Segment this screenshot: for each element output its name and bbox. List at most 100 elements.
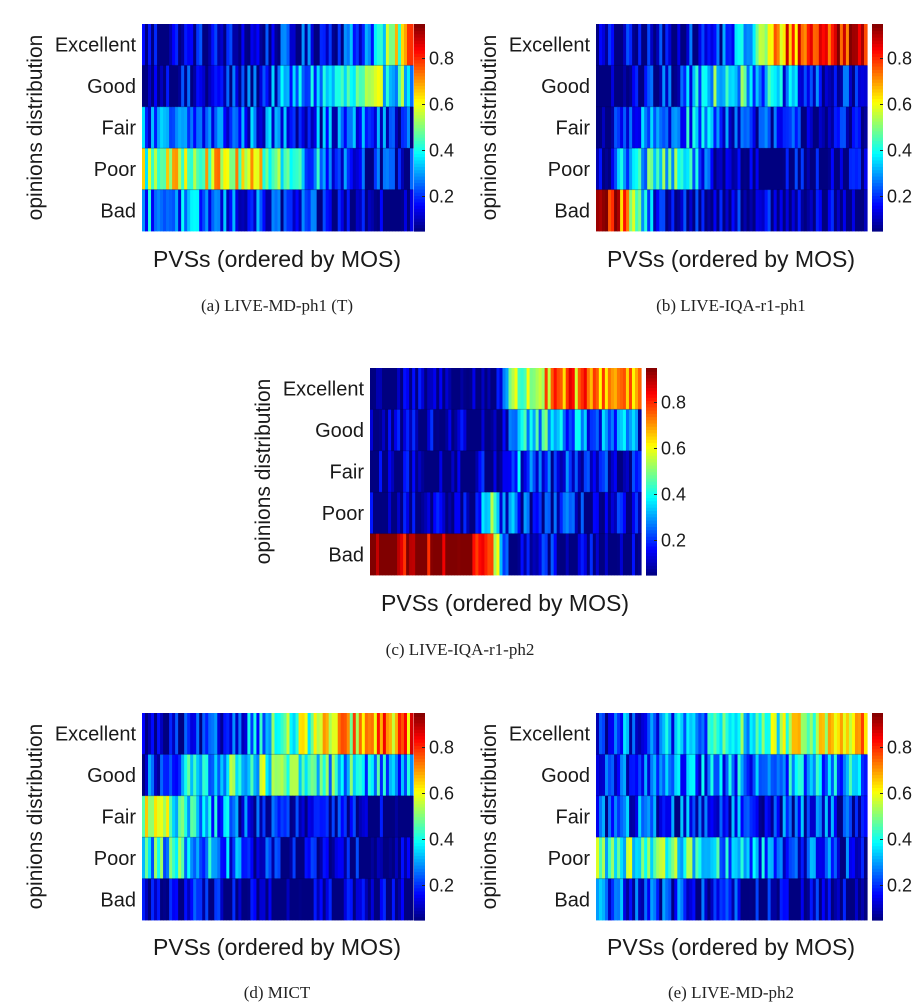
heatmap-cell [626,65,630,108]
heatmap-cell [226,837,230,879]
heatmap-cell [526,409,531,452]
colorbar-segment [414,104,425,109]
colorbar-segment [872,774,883,779]
heatmap-cell [148,148,152,190]
colorbar-segment [872,771,883,776]
heatmap-cell [241,795,245,838]
heatmap-cell [860,189,865,232]
heatmap-cell [151,837,155,879]
heatmap-cell [289,713,294,755]
row-label-excellent: Excellent [55,724,137,746]
heatmap-cell [436,450,440,493]
heatmap-cell [229,878,233,921]
heatmap-cell [740,754,745,797]
heatmap-cell [824,754,829,797]
heatmap-cell [319,189,324,232]
heatmap-cell [511,450,516,493]
heatmap-cell [659,24,663,66]
heatmap-cell [863,106,868,149]
heatmap-cell [800,713,805,755]
colorbar-segment [872,95,883,99]
heatmap-cell [779,837,784,879]
heatmap-cell [373,368,377,410]
row-label-bad: Bad [328,544,364,566]
heatmap-cell [668,65,672,108]
heatmap-cell [544,492,549,534]
heatmap-cell [653,24,657,66]
heatmap-cell [151,713,155,755]
heatmap-cells [596,713,868,921]
colorbar-segment [414,848,425,853]
heatmap-cell [656,106,660,149]
heatmap-cell [400,24,405,66]
heatmap-cell [445,533,449,576]
colorbar-segment [414,211,425,216]
heatmap-cell [535,492,540,534]
heatmap-cell [791,189,796,232]
heatmap-cell [764,837,769,879]
heatmap-cell [145,65,149,108]
heatmap-cell [571,533,576,576]
heatmap-cell [656,754,660,797]
heatmap-cell [451,368,455,410]
heatmap-cell [608,106,612,149]
heatmap-cell [247,713,251,755]
heatmap-cell [409,713,414,755]
colorbar-segment [414,735,425,740]
colorbar-segment [414,101,425,106]
heatmap-cell [250,106,255,149]
heatmap-cell [334,878,339,921]
heatmap-cell [523,368,528,410]
heatmap-cell [773,795,778,838]
heatmap-cell [806,795,811,838]
colorbar-segment [872,88,883,93]
heatmap-cell [289,878,294,921]
heatmap-cell [827,65,832,108]
colorbar-segment [414,803,425,808]
heatmap-cell [770,754,775,797]
heatmap-cell [674,65,678,108]
heatmap-cell [367,837,372,879]
heatmap-cell [448,368,452,410]
heatmap-cell [427,409,431,452]
heatmap-cell [319,837,324,879]
colorbar-segment [872,146,883,151]
heatmap-cell [719,878,724,921]
heatmap-cell [343,754,348,797]
heatmap-cell [292,837,297,879]
colorbar-segment [872,140,883,145]
heatmap-cell [716,713,721,755]
heatmap-cell [265,878,270,921]
heatmap-cell [818,795,823,838]
colorbar-segment [414,75,425,80]
heatmap-cell [367,106,372,149]
heatmap-cell [758,65,763,108]
colorbar-segment [414,218,425,222]
heatmap-cell [307,189,312,232]
heatmap-cell [343,795,348,838]
colorbar-segment [646,494,657,498]
heatmap-cell [617,189,621,232]
heatmap-cell [196,795,200,838]
heatmap-cell [619,492,624,534]
colorbar-segment [872,890,883,895]
heatmap-cell [370,106,375,149]
heatmap-cell [319,148,324,190]
heatmap-cell [815,148,820,190]
heatmap-cell [680,713,684,755]
heatmap-cell [728,713,733,755]
heatmap-cell [821,795,826,838]
heatmap-cell [728,65,733,108]
heatmap-cell [728,148,733,190]
heatmap-cell [607,450,612,493]
heatmap-cell [692,713,696,755]
heatmap-cell [728,106,733,149]
heatmap-cell [211,837,215,879]
heatmap-cell [638,878,642,921]
heatmap-cell [328,795,333,838]
heatmap-cell [295,837,300,879]
colorbar-segment [414,159,425,164]
heatmap-cell [220,795,224,838]
heatmap-cell [614,189,618,232]
heatmap-cell [199,189,203,232]
